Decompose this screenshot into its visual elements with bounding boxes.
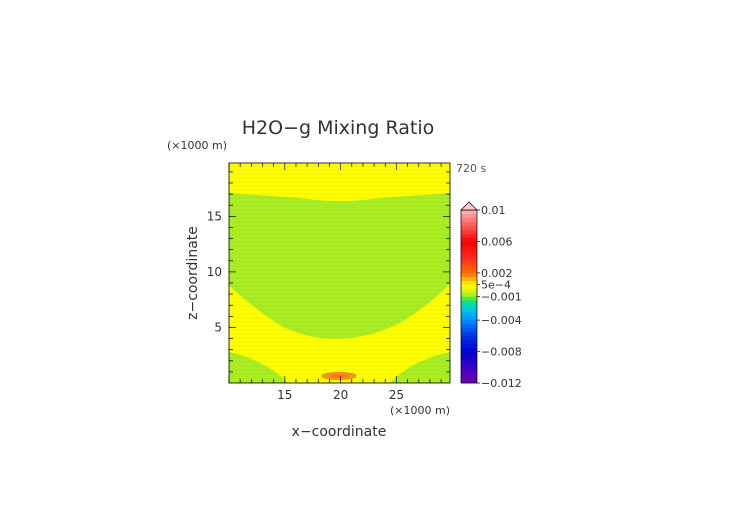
colorbar-segment: [461, 221, 477, 227]
x-axis-label: x−coordinate: [292, 424, 387, 440]
colorbar-segment: [461, 324, 477, 329]
colorbar-segment: [461, 327, 477, 333]
colorbar-label: 5e−4: [481, 279, 511, 292]
colorbar-segment: [461, 359, 477, 364]
colorbar-segment: [461, 257, 477, 262]
colorbar-segment: [461, 363, 477, 368]
colorbar-segment: [461, 280, 477, 286]
colorbar-segment: [461, 288, 477, 293]
colorbar-segment: [461, 245, 477, 250]
plot-area: [229, 163, 450, 383]
axis-ticks: [228, 163, 450, 383]
colorbar: [460, 201, 478, 384]
colorbar-segment: [461, 312, 477, 317]
colorbar-segment: [461, 237, 477, 242]
colorbar-segment: [461, 331, 477, 337]
colorbar-segment: [461, 367, 477, 372]
colorbar-segment: [461, 371, 477, 376]
colorbar-label: 0.01: [481, 204, 506, 217]
colorbar-segment: [461, 375, 477, 380]
colorbar-extend-arrow: [460, 201, 478, 211]
scanlines: [229, 165, 450, 383]
colorbar-segment: [461, 296, 477, 301]
colorbar-segment: [461, 229, 477, 234]
colorbar-label: −0.004: [481, 314, 522, 327]
colorbar-segment: [461, 261, 477, 266]
colorbar-label: 0.002: [481, 267, 513, 280]
colorbar-segment: [461, 316, 477, 321]
x-tick-label: 20: [333, 388, 348, 402]
colorbar-label: −0.001: [481, 291, 522, 304]
colorbar-segment: [461, 335, 477, 341]
lower-left-green-region: [229, 352, 288, 383]
colorbar-segment: [461, 343, 477, 348]
y-axis-label: z−coordinate: [185, 226, 201, 320]
orange-spot-core: [329, 374, 349, 378]
y-tick-label: 10: [207, 265, 222, 279]
colorbar-label: −0.012: [481, 377, 522, 390]
y-unit-label: (×1000 m): [167, 139, 227, 152]
colorbar-segment: [461, 210, 477, 215]
y-tick-label: 5: [214, 320, 222, 334]
x-tick-label: 15: [277, 388, 292, 402]
colorbar-segment: [461, 347, 477, 352]
colorbar-segment: [461, 276, 477, 282]
x-tick-labels: 15 20 25: [277, 388, 404, 402]
colorbar-segment: [461, 253, 477, 258]
colorbar-segment: [461, 308, 477, 313]
colorbar-segment: [461, 268, 477, 274]
colorbar-label: 0.006: [481, 235, 513, 248]
colorbar-segment: [461, 351, 477, 356]
y-tick-label: 15: [207, 209, 222, 223]
colorbar-segment: [461, 284, 477, 289]
colorbar-segment: [461, 233, 477, 238]
colorbar-segment: [461, 225, 477, 230]
y-tick-labels: 5 10 15: [207, 209, 222, 334]
colorbar-segment: [461, 265, 477, 270]
colorbar-segment: [461, 249, 477, 254]
upper-green-band: [229, 193, 450, 339]
x-unit-label: (×1000 m): [390, 404, 450, 417]
colorbar-segment: [461, 379, 477, 384]
time-label: 720 s: [456, 162, 486, 175]
x-tick-label: 25: [389, 388, 404, 402]
colorbar-segment: [461, 320, 477, 325]
colorbar-segment: [461, 292, 477, 297]
colorbar-segment: [461, 241, 477, 246]
lower-right-green-region: [390, 352, 450, 383]
colorbar-segment: [461, 300, 477, 305]
colorbar-segment: [461, 213, 477, 219]
colorbar-label: −0.008: [481, 346, 522, 359]
chart-title: H2O−g Mixing Ratio: [242, 117, 434, 139]
plot-frame: [228, 162, 451, 384]
colorbar-segment: [461, 217, 477, 223]
colorbar-segment: [461, 339, 477, 344]
colorbar-segment: [461, 272, 477, 278]
colorbar-segment: [461, 355, 477, 360]
colorbar-segment: [461, 304, 477, 309]
